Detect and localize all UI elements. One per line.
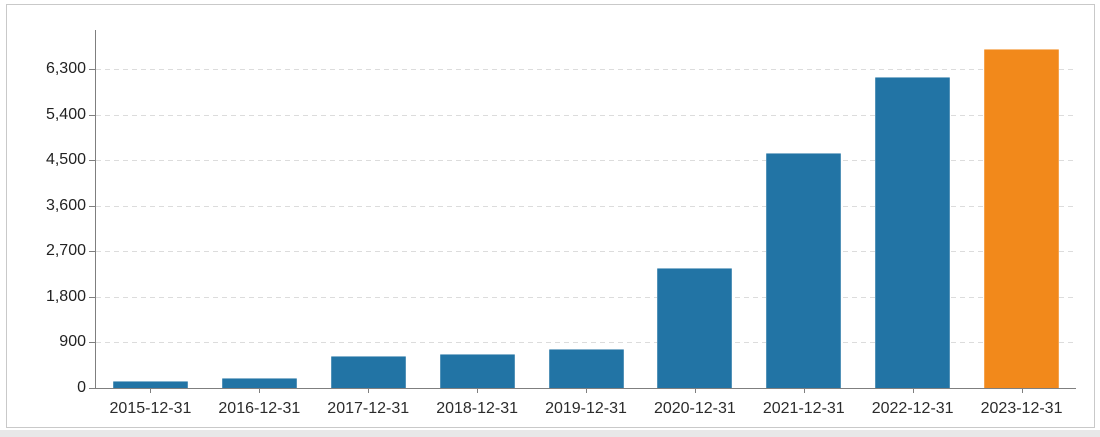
x-axis-label: 2021-12-31 xyxy=(762,400,845,417)
gridline xyxy=(96,251,1076,253)
y-axis-label: 6,300 xyxy=(45,60,86,78)
x-axis-label: 2020-12-31 xyxy=(653,400,736,417)
x-axis-label: 2019-12-31 xyxy=(545,400,627,417)
y-axis-tick xyxy=(89,342,95,344)
bar-2023-12-31[interactable] xyxy=(984,49,1060,388)
x-axis-tick xyxy=(150,388,152,393)
bar-2021-12-31[interactable] xyxy=(766,152,842,388)
gridline xyxy=(96,114,1076,116)
x-axis-tick xyxy=(912,388,914,393)
bar-2015-12-31[interactable] xyxy=(112,381,188,388)
x-axis-label: 2018-12-31 xyxy=(436,400,519,417)
x-axis-tick xyxy=(259,388,261,393)
y-axis-tick xyxy=(89,160,95,162)
y-axis-tick xyxy=(89,69,95,71)
bar-2019-12-31[interactable] xyxy=(548,348,624,388)
y-axis-tick xyxy=(89,388,95,389)
y-axis-label: 900 xyxy=(59,333,86,351)
x-axis-tick xyxy=(586,388,587,393)
x-axis-tick xyxy=(477,388,479,393)
x-axis-tick xyxy=(803,388,805,393)
y-axis-label: 0 xyxy=(77,379,86,396)
bar-2017-12-31[interactable] xyxy=(330,356,406,388)
gridline xyxy=(96,342,1076,344)
y-axis-label: 5,400 xyxy=(45,105,86,123)
y-axis-label: 2,700 xyxy=(45,242,86,260)
x-axis-label: 2022-12-31 xyxy=(871,400,954,417)
bar-2016-12-31[interactable] xyxy=(221,378,297,388)
y-axis-tick xyxy=(89,205,95,207)
x-axis-tick xyxy=(368,388,370,393)
x-axis-tick xyxy=(694,388,696,393)
gridline xyxy=(96,69,1076,71)
chart-panel: 0 900 1,800 2,700 3,600 4,500 5,400 6,300 2015-… xyxy=(6,4,1095,428)
y-axis-tick xyxy=(89,251,95,253)
gridline xyxy=(96,296,1076,298)
x-axis-tick xyxy=(1021,388,1023,393)
bar-2020-12-31[interactable] xyxy=(657,267,733,388)
x-axis-label: 2017-12-31 xyxy=(327,400,410,417)
x-axis-label: 2023-12-31 xyxy=(980,400,1063,417)
y-axis-label: 3,600 xyxy=(45,196,86,214)
plot-area: 0 900 1,800 2,700 3,600 4,500 5,400 6,300 2015-… xyxy=(46,30,1076,417)
bottom-strip xyxy=(0,430,1100,437)
bar-2022-12-31[interactable] xyxy=(875,76,951,388)
gridline xyxy=(96,205,1076,207)
bar-2018-12-31[interactable] xyxy=(439,354,515,388)
x-axis-label: 2016-12-31 xyxy=(218,400,301,417)
gridline xyxy=(96,160,1076,162)
y-axis-tick xyxy=(89,114,95,116)
y-axis-label: 4,500 xyxy=(45,151,86,169)
x-axis-label: 2015-12-31 xyxy=(109,400,192,417)
y-axis-label: 1,800 xyxy=(45,287,86,305)
y-axis-tick xyxy=(89,296,95,298)
